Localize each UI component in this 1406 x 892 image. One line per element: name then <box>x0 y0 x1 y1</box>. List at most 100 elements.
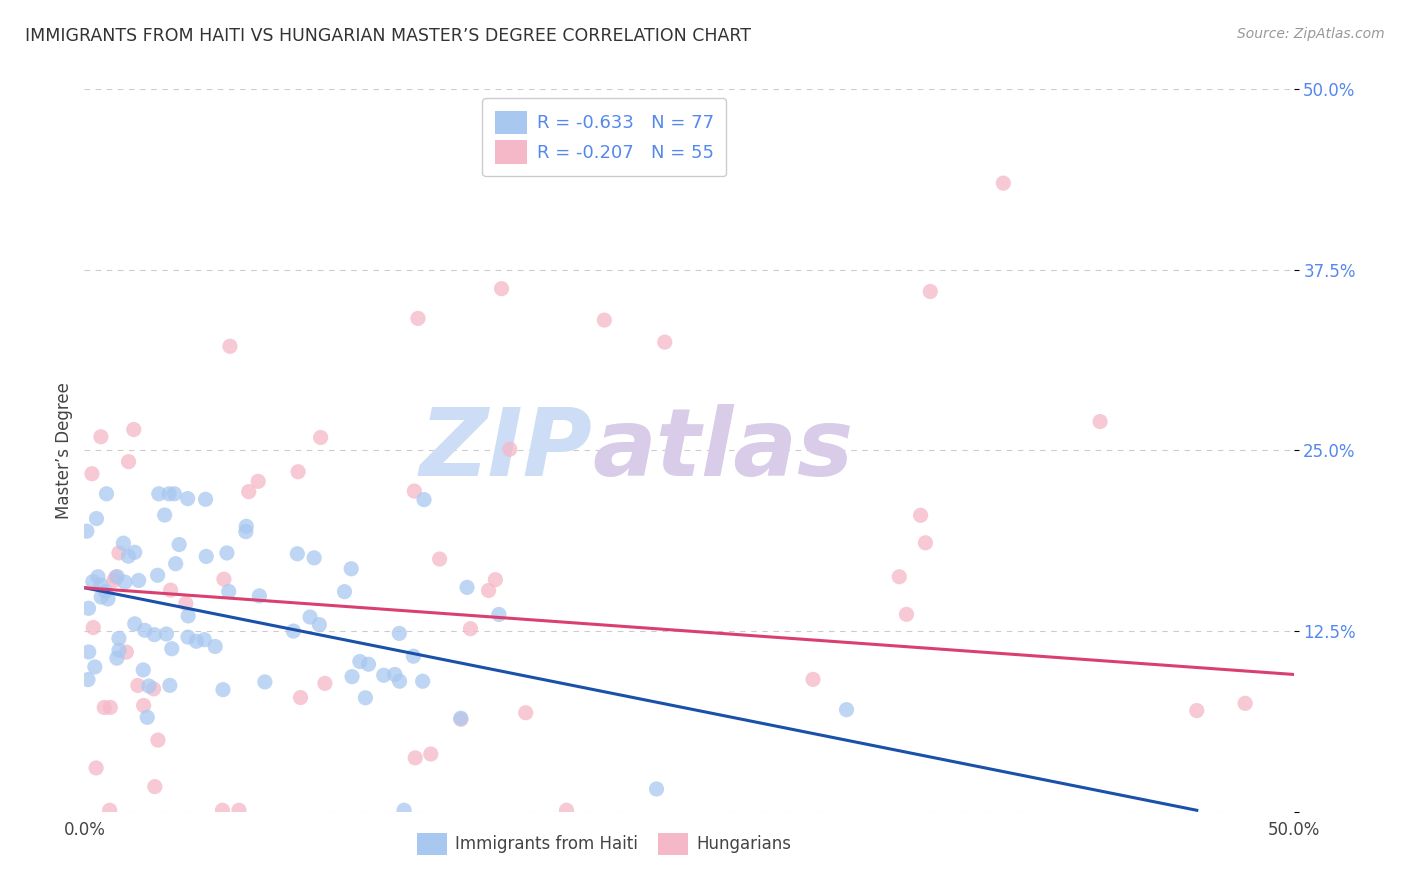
Point <box>128 574 150 588</box>
Point <box>143 627 166 641</box>
Point <box>340 670 363 684</box>
Point <box>94 584 117 599</box>
Point <box>124 616 146 631</box>
Point <box>82 574 104 589</box>
Point <box>314 676 336 690</box>
Point <box>159 583 181 598</box>
Point <box>176 491 198 506</box>
Point <box>76 524 98 538</box>
Point <box>108 546 131 560</box>
Point <box>134 624 156 638</box>
Point <box>132 698 155 713</box>
Point <box>108 632 131 646</box>
Point <box>105 569 128 583</box>
Point <box>308 617 330 632</box>
Point <box>211 803 233 817</box>
Point <box>491 282 513 296</box>
Point <box>146 733 169 747</box>
Point <box>285 547 308 561</box>
Point <box>219 339 242 353</box>
Point <box>212 682 235 697</box>
Point <box>160 641 183 656</box>
Point <box>163 487 186 501</box>
Point <box>103 574 125 588</box>
Point <box>90 430 112 444</box>
Point <box>77 645 100 659</box>
Point <box>302 550 325 565</box>
Point <box>429 552 451 566</box>
Point <box>98 700 121 714</box>
Point <box>235 519 257 533</box>
Point <box>456 581 478 595</box>
Point <box>153 508 176 522</box>
Point <box>174 596 197 610</box>
Point <box>115 645 138 659</box>
Point <box>910 508 932 523</box>
Point <box>122 423 145 437</box>
Point <box>195 549 218 564</box>
Point <box>117 549 139 564</box>
Point <box>157 487 180 501</box>
Point <box>83 660 105 674</box>
Point <box>215 546 238 560</box>
Point <box>90 590 112 604</box>
Point <box>488 607 510 622</box>
Point <box>114 575 136 590</box>
Point <box>143 780 166 794</box>
Point <box>373 668 395 682</box>
Point <box>593 313 616 327</box>
Point <box>138 679 160 693</box>
Point <box>193 632 215 647</box>
Point <box>177 630 200 644</box>
Point <box>86 511 108 525</box>
Point <box>333 584 356 599</box>
Point <box>212 572 235 586</box>
Point <box>283 624 305 639</box>
Point <box>402 649 425 664</box>
Point <box>392 803 415 817</box>
Legend: Immigrants from Haiti, Hungarians: Immigrants from Haiti, Hungarians <box>411 827 799 861</box>
Point <box>914 536 936 550</box>
Point <box>299 610 322 624</box>
Point <box>167 537 190 551</box>
Point <box>484 573 506 587</box>
Point <box>104 570 127 584</box>
Point <box>93 700 115 714</box>
Point <box>235 524 257 539</box>
Point <box>896 607 918 622</box>
Point <box>108 643 131 657</box>
Text: ZIP: ZIP <box>419 404 592 497</box>
Point <box>477 583 499 598</box>
Point <box>419 747 441 761</box>
Point <box>77 601 100 615</box>
Point <box>177 609 200 624</box>
Point <box>993 176 1015 190</box>
Point <box>290 690 312 705</box>
Point <box>287 465 309 479</box>
Text: atlas: atlas <box>592 404 853 497</box>
Point <box>112 536 135 550</box>
Point <box>889 570 911 584</box>
Point <box>247 475 270 489</box>
Point <box>357 657 380 672</box>
Point <box>165 557 187 571</box>
Point <box>354 690 377 705</box>
Point <box>801 673 824 687</box>
Point <box>218 584 240 599</box>
Point <box>98 803 121 817</box>
Point <box>84 761 107 775</box>
Point <box>117 455 139 469</box>
Point <box>159 678 181 692</box>
Point <box>146 568 169 582</box>
Point <box>194 492 217 507</box>
Point <box>228 803 250 817</box>
Point <box>450 711 472 725</box>
Point <box>555 803 578 817</box>
Point <box>124 545 146 559</box>
Point <box>388 626 411 640</box>
Point <box>654 334 676 349</box>
Point <box>1088 415 1111 429</box>
Point <box>1185 704 1208 718</box>
Point <box>186 634 208 648</box>
Text: IMMIGRANTS FROM HAITI VS HUNGARIAN MASTER’S DEGREE CORRELATION CHART: IMMIGRANTS FROM HAITI VS HUNGARIAN MASTE… <box>25 27 751 45</box>
